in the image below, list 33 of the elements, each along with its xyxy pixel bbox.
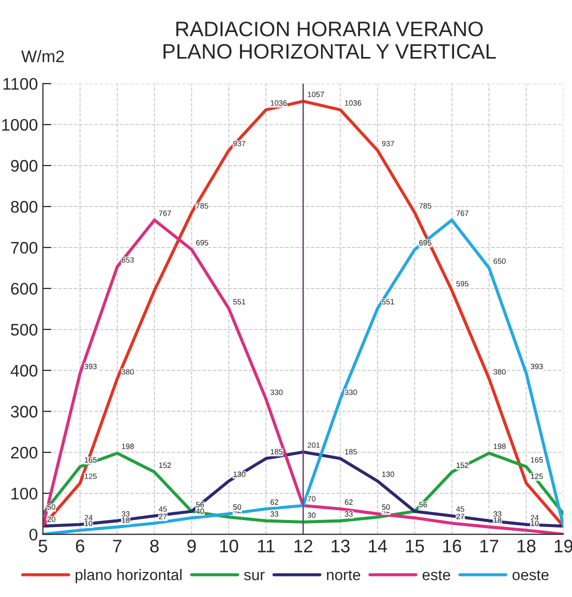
x-tick-label: 10 <box>220 540 238 552</box>
legend-label: oeste <box>512 570 549 580</box>
y-axis-title: W/m2 <box>21 50 64 62</box>
y-tick-label: 800 <box>10 200 38 213</box>
x-tick-label: 9 <box>187 540 196 552</box>
y-tick-label: 1000 <box>2 118 38 131</box>
y-tick-label: 700 <box>11 242 38 254</box>
x-tick-label: 15 <box>406 540 424 552</box>
x-tick-label: 16 <box>443 540 462 552</box>
x-tick-label: 11 <box>258 540 274 552</box>
x-tick-label: 12 <box>294 540 312 552</box>
legend-label: sur <box>244 572 265 580</box>
x-tick-label: 5 <box>38 540 48 552</box>
legend-label: norte <box>326 570 360 580</box>
x-tick-label: 13 <box>332 540 350 552</box>
y-tick-label: 900 <box>11 160 38 172</box>
x-tick-label: 17 <box>480 540 498 552</box>
legend-label: plano horizontal <box>76 569 182 584</box>
x-tick-label: 7 <box>113 540 122 552</box>
y-tick-label: 600 <box>11 282 38 295</box>
x-tick-label: 18 <box>518 540 536 552</box>
chart-title: RADIACION HORARIA VERANO PLANO HORIZONTAL Y VERTICAL <box>164 22 496 59</box>
legend-label: este <box>422 570 450 580</box>
y-tick-label: 400 <box>10 364 38 377</box>
y-tick-label: 300 <box>10 406 38 418</box>
x-tick-label: 8 <box>150 540 159 552</box>
x-tick-label: 6 <box>76 540 84 552</box>
y-tick-label: 200 <box>11 446 38 459</box>
y-tick-label: 100 <box>12 488 38 500</box>
y-tick-label: 500 <box>10 324 38 336</box>
y-tick-label: 1100 <box>3 78 38 90</box>
x-tick-label: 14 <box>368 540 388 552</box>
y-tick-label: 0 <box>29 528 38 541</box>
